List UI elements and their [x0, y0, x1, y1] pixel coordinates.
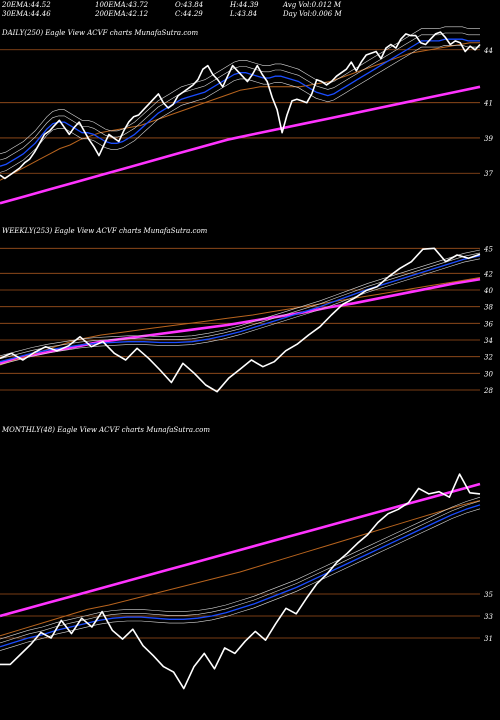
ema100: 100EMA:43.72 [95, 1, 148, 9]
avg-vol-value: 0.012 M [311, 1, 342, 9]
ema-companion-line [0, 258, 481, 365]
high-label: H: [230, 1, 239, 9]
ema-pink-line [0, 85, 481, 205]
low: L:43.84 [230, 10, 257, 18]
monthly-panel-title: MONTHLY(48) Eagle View ACVF charts Munaf… [2, 426, 211, 434]
header-row-1: 20EMA:44.52 [2, 1, 51, 9]
y-tick-label: 39 [484, 135, 493, 143]
ema-orange-line [0, 500, 481, 637]
avg-vol-label: Avg Vol: [283, 1, 312, 9]
ema-orange-line [0, 42, 480, 181]
daily-panel-title: DAILY(250) Eagle View ACVF charts Munafa… [2, 29, 199, 37]
low-label: L: [230, 10, 238, 18]
open-value: 43.84 [183, 1, 204, 9]
y-tick-label: 30 [484, 370, 493, 378]
high-value: 44.39 [238, 1, 259, 9]
price-line [0, 247, 481, 393]
ema-companion-line [0, 44, 480, 173]
panel-2: 35 33 31 [0, 473, 493, 690]
high: H:44.39 [230, 1, 259, 9]
y-tick-label: 36 [484, 320, 493, 328]
y-tick-label: 38 [484, 304, 493, 312]
panel-0: 44 41 39 37 [0, 26, 493, 205]
y-tick-label: 37 [484, 170, 493, 178]
ema100-value: 43.72 [128, 1, 149, 9]
ema-blue-line [0, 255, 481, 363]
ema-companion-line [0, 252, 481, 360]
ema30-label: 30EMA: [2, 10, 31, 18]
y-tick-label: 31 [484, 635, 493, 643]
open: O:43.84 [175, 1, 203, 9]
ema-companion-line [0, 496, 481, 640]
ema-companion-line [0, 249, 481, 357]
ema30-value: 44.46 [30, 10, 51, 18]
price-line [0, 31, 481, 180]
ema-pink-line [0, 277, 481, 365]
panel-1: 45 42 40 38 36 34 32 30 28 [0, 245, 493, 395]
day-vol-value: 0.006 M [312, 10, 342, 18]
y-tick-label: 33 [484, 613, 493, 621]
ema20-label: 20EMA: [2, 1, 31, 9]
y-tick-label: 44 [483, 47, 493, 55]
y-tick-label: 34 [484, 337, 493, 345]
open-label: O: [175, 1, 184, 9]
ema30: 30EMA:44.46 [2, 10, 51, 18]
y-tick-label: 41 [483, 100, 493, 108]
price-line [0, 473, 481, 690]
ema200-label: 200EMA: [95, 10, 129, 18]
day-vol: Day Vol:0.006 M [283, 10, 342, 18]
close-value: 44.29 [182, 10, 203, 18]
ema200-value: 42.12 [128, 10, 149, 18]
day-vol-label: Day Vol: [283, 10, 313, 18]
close: C:44.29 [175, 10, 203, 18]
ema-blue-line [0, 504, 481, 648]
avg-vol: Avg Vol:0.012 M [283, 1, 341, 9]
y-tick-label: 32 [484, 354, 493, 362]
y-tick-label: 35 [484, 591, 493, 599]
close-label: C: [175, 10, 183, 18]
weekly-panel-title: WEEKLY(253) Eagle View ACVF charts Munaf… [2, 227, 208, 235]
ema20-value: 44.52 [30, 1, 51, 9]
ema-pink-line [0, 482, 481, 618]
ema-companion-line [0, 508, 481, 651]
y-tick-label: 42 [483, 270, 493, 278]
ema100-label: 100EMA: [95, 1, 129, 9]
ema-orange-line [0, 277, 481, 366]
y-tick-label: 40 [483, 287, 493, 295]
ema-companion-line [0, 32, 480, 161]
low-value: 43.84 [237, 10, 258, 18]
ema200: 200EMA:42.12 [95, 10, 148, 18]
y-tick-label: 28 [483, 387, 493, 395]
y-tick-label: 45 [483, 245, 493, 253]
